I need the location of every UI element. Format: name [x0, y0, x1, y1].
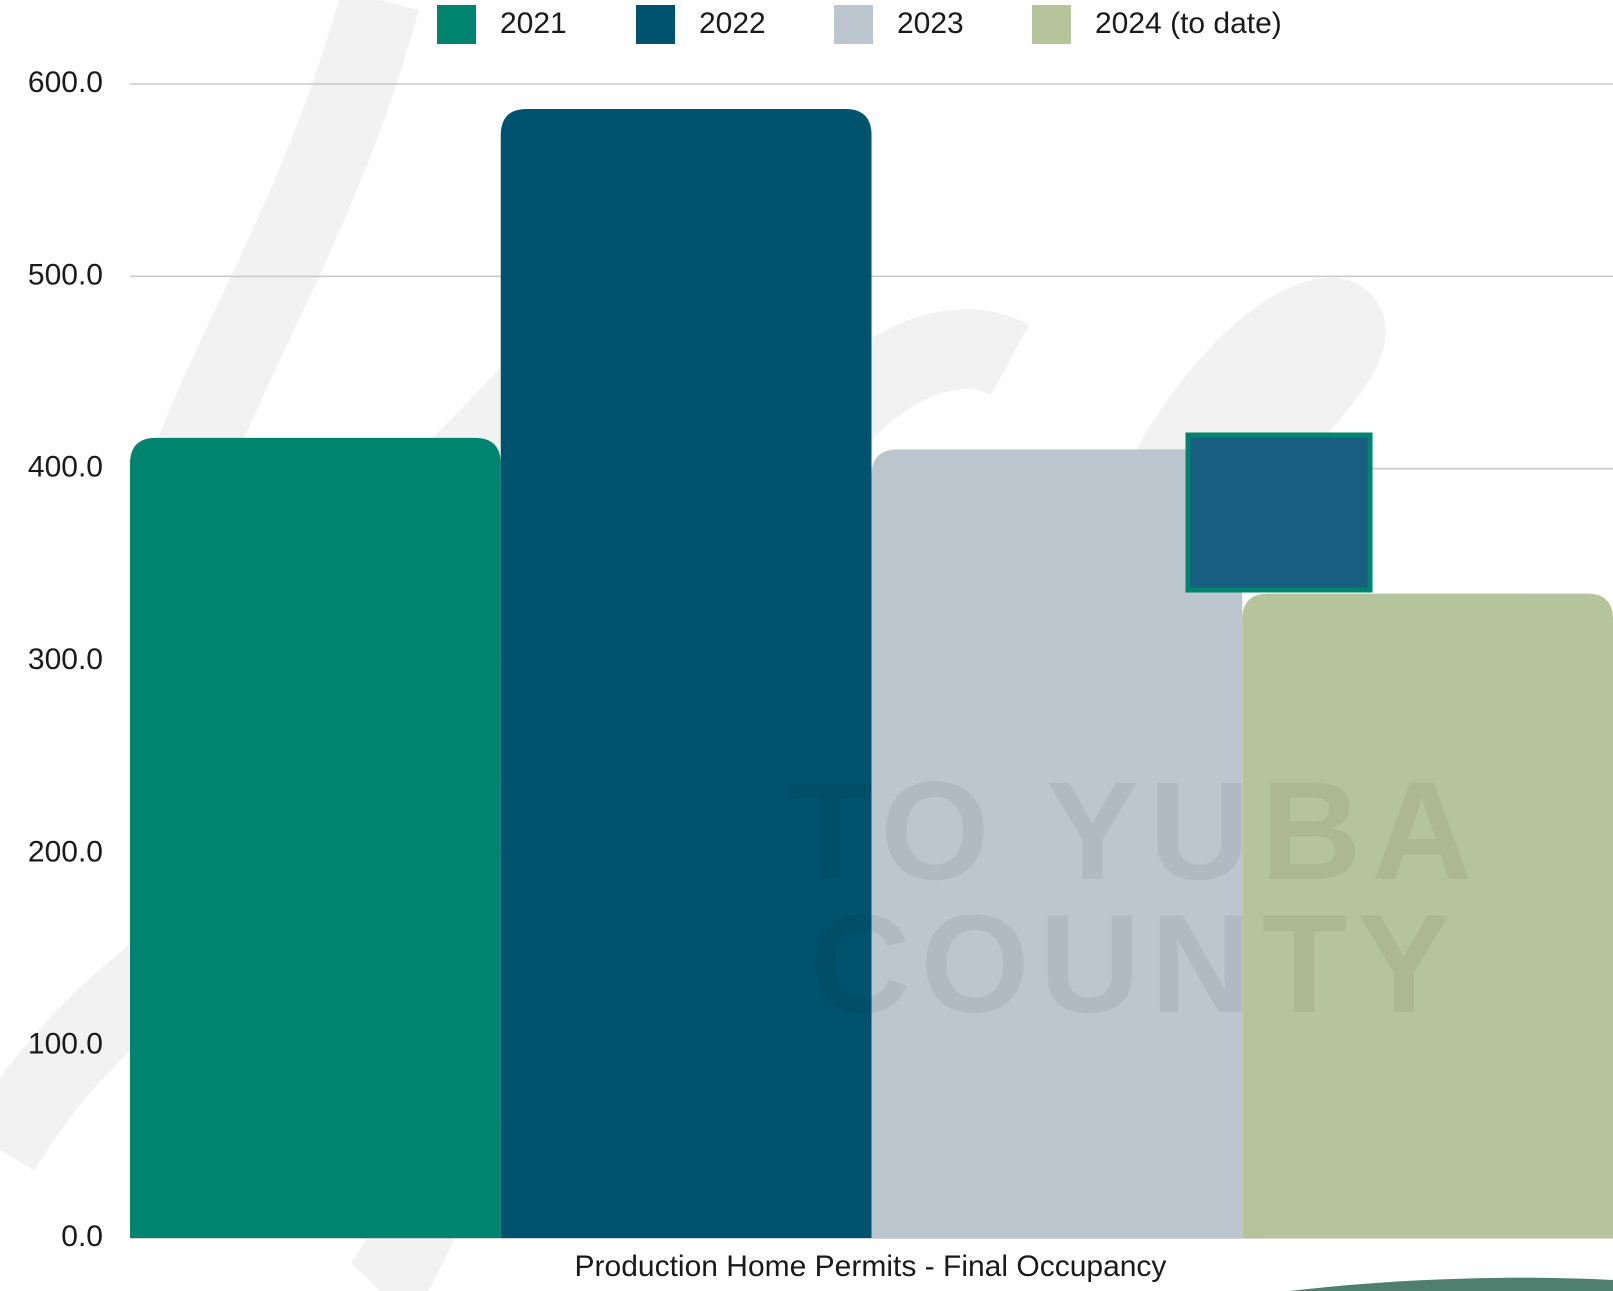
- y-tick-label: 600.0: [28, 66, 103, 99]
- y-tick-label: 200.0: [28, 835, 103, 868]
- y-tick-label: 300.0: [28, 643, 103, 676]
- y-tick-label: 0.0: [61, 1220, 103, 1253]
- chart: TO YUBA COUNTY 0.0100.0200.0300.0400.050…: [0, 0, 1613, 1291]
- legend-label: 2023: [897, 7, 964, 40]
- y-tick-label: 100.0: [28, 1028, 103, 1061]
- legend-label: 2021: [500, 7, 567, 40]
- bar: [501, 109, 872, 1238]
- legend-swatch: [1032, 5, 1071, 44]
- legend-swatch: [834, 5, 873, 44]
- legend-swatch: [636, 5, 675, 44]
- legend-swatch: [437, 5, 476, 44]
- y-tick-label: 500.0: [28, 258, 103, 291]
- overlay-box: [1188, 435, 1370, 590]
- x-axis-label: Production Home Permits - Final Occupanc…: [575, 1250, 1167, 1283]
- legend-label: 2024 (to date): [1095, 7, 1282, 40]
- y-tick-label: 400.0: [28, 451, 103, 484]
- legend-label: 2022: [699, 7, 766, 40]
- bar: [130, 438, 501, 1238]
- page: {"chart_data": { "type": "bar", "categor…: [0, 0, 1613, 1291]
- corner-swoosh: [1290, 1278, 1613, 1291]
- watermark-text: COUNTY: [809, 885, 1460, 1042]
